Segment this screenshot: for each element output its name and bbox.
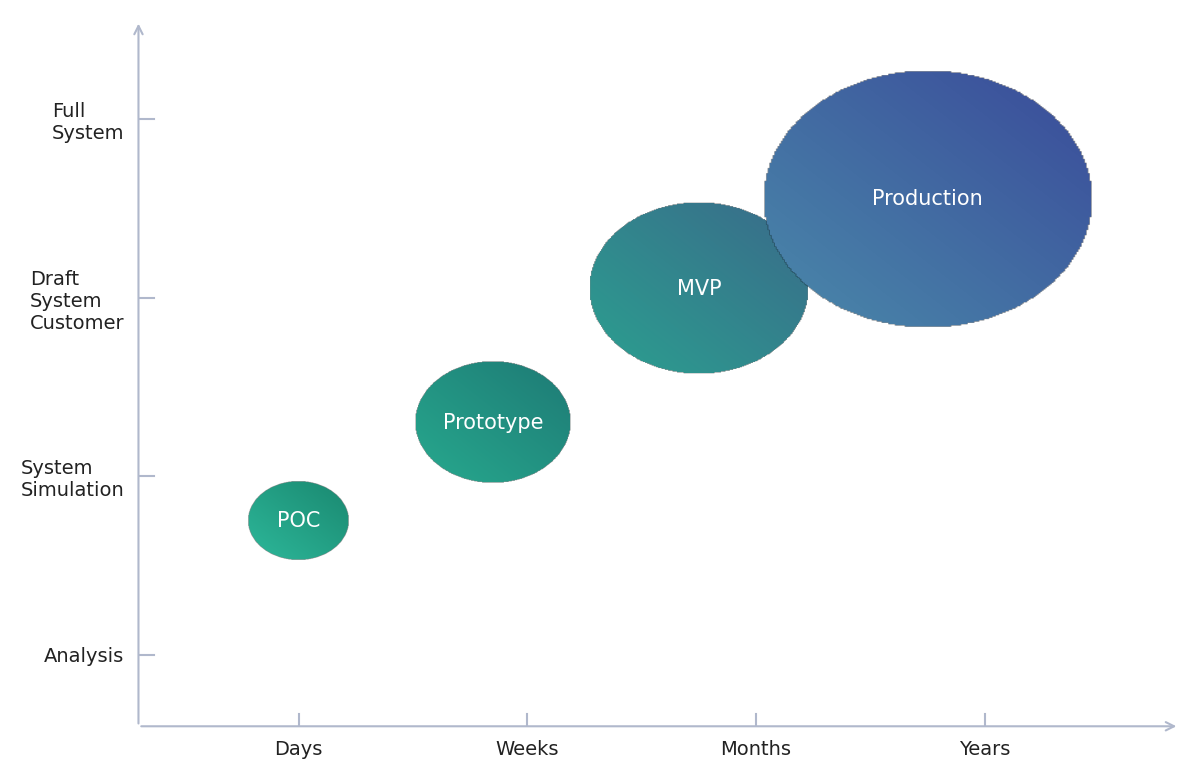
Text: POC: POC <box>277 511 320 531</box>
Text: Production: Production <box>872 190 983 209</box>
Text: Prototype: Prototype <box>443 413 544 433</box>
Text: MVP: MVP <box>677 278 721 299</box>
